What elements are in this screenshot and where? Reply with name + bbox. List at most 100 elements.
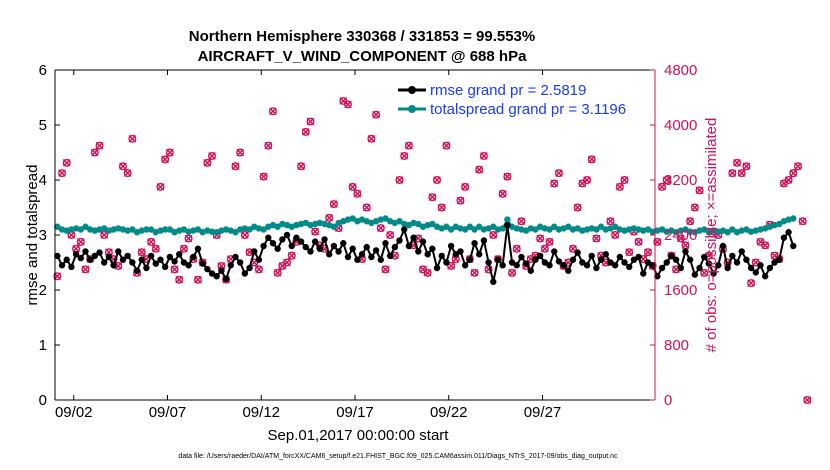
rmse-point: [311, 238, 319, 245]
obs-possible-marker: [606, 217, 615, 226]
obs-assimilated-marker: [330, 200, 338, 208]
obs-count-point: [456, 196, 465, 205]
obs-count-point: [479, 151, 488, 160]
rmse-point: [218, 267, 225, 274]
obs-count-point: [58, 169, 67, 178]
obs-assimilated-marker: [105, 248, 113, 256]
legend: rmse grand pr = 2.5819 totalspread grand…: [393, 77, 650, 122]
obs-possible-marker: [273, 268, 282, 277]
obs-assimilated-marker: [550, 179, 559, 188]
totalspread-point: [551, 223, 558, 230]
rmse-point: [330, 242, 338, 250]
rmse-point: [635, 253, 642, 261]
rmse-point: [152, 260, 159, 267]
obs-count-point: [170, 265, 179, 274]
obs-count-point: [175, 275, 184, 284]
y-right-tick-label: 3200: [664, 172, 697, 189]
obs-count-point: [329, 200, 338, 209]
rmse-point: [105, 253, 113, 261]
obs-assimilated-marker: [100, 231, 109, 239]
obs-possible-marker: [733, 158, 742, 167]
obs-assimilated-marker: [123, 169, 132, 177]
obs-assimilated-marker: [170, 265, 179, 274]
rmse-point: [204, 265, 211, 273]
rmse-point: [747, 264, 755, 272]
obs-count-point: [658, 182, 667, 191]
obs-assimilated-marker: [428, 193, 437, 201]
obs-possible-marker: [287, 251, 296, 260]
rmse-point: [241, 270, 249, 277]
obs-possible-marker: [437, 203, 446, 212]
obs-count-point: [747, 279, 756, 288]
obs-count-point: [625, 248, 634, 257]
rmse-point: [349, 245, 356, 252]
obs-assimilated-marker: [681, 241, 690, 250]
obs-possible-marker: [259, 172, 268, 181]
totalspread-point: [532, 226, 539, 233]
rmse-point: [246, 264, 253, 272]
y-left-tick-label: 6: [39, 62, 47, 79]
obs-possible-marker: [343, 100, 352, 109]
rmse-point: [265, 234, 272, 241]
obs-count-point: [353, 189, 362, 198]
rmse-point: [785, 229, 792, 236]
obs-count-point: [367, 134, 376, 143]
rmse-point: [358, 251, 366, 258]
obs-assimilated-marker: [794, 162, 802, 171]
totalspread-point: [208, 228, 216, 235]
totalspread-point: [443, 223, 450, 230]
rmse-point: [419, 238, 427, 245]
obs-possible-marker: [193, 275, 202, 284]
obs-possible-marker: [784, 175, 793, 184]
obs-possible-marker: [254, 265, 263, 274]
obs-count-point: [325, 213, 334, 222]
rmse-point: [527, 267, 534, 274]
obs-assimilated-marker: [583, 176, 591, 184]
obs-assimilated-marker: [616, 183, 624, 191]
rmse-point: [780, 234, 788, 241]
obs-count-point: [203, 158, 212, 167]
obs-possible-marker: [264, 141, 273, 150]
totalspread-point: [330, 223, 338, 230]
obs-count-point: [789, 169, 798, 178]
obs-assimilated-marker: [634, 238, 643, 246]
rmse-point: [569, 256, 577, 263]
obs-assimilated-marker: [180, 244, 188, 253]
obs-assimilated-marker: [508, 269, 516, 277]
x-tick-label: 09/27: [524, 404, 562, 421]
obs-assimilated-marker: [742, 162, 751, 171]
rmse-point: [293, 234, 300, 241]
obs-assimilated-marker: [737, 169, 746, 177]
obs-assimilated-marker: [784, 176, 793, 184]
rmse-point: [644, 259, 652, 266]
obs-possible-marker: [118, 162, 127, 171]
obs-count-point: [184, 234, 193, 243]
rmse-point: [307, 248, 314, 255]
rmse-point: [701, 253, 708, 261]
rmse-point: [729, 252, 736, 260]
obs-possible-marker: [62, 158, 71, 167]
obs-assimilated-marker: [658, 183, 666, 191]
obs-assimilated-marker: [573, 203, 582, 212]
obs-count-point: [690, 203, 699, 212]
y-right-tick-label: 800: [664, 337, 689, 354]
rmse-point: [171, 258, 178, 265]
totalspread-point: [274, 223, 281, 230]
obs-count-point: [123, 169, 132, 178]
obs-possible-marker: [615, 182, 624, 191]
rmse-point: [321, 236, 328, 243]
rmse-point: [715, 262, 722, 269]
rmse-point: [588, 252, 595, 260]
obs-possible-marker: [470, 268, 479, 277]
rmse-point: [480, 237, 488, 244]
obs-assimilated-marker: [175, 275, 184, 284]
obs-possible-marker: [428, 193, 437, 202]
rmse-point: [213, 273, 220, 280]
x-tick-label: 09/02: [55, 404, 93, 421]
rmse-point: [710, 270, 717, 277]
obs-assimilated-marker: [461, 183, 469, 191]
legend-rmse-marker: [408, 86, 416, 94]
obs-count-point: [662, 175, 671, 184]
obs-assimilated-marker: [480, 152, 488, 160]
totalspread-point: [776, 220, 783, 228]
